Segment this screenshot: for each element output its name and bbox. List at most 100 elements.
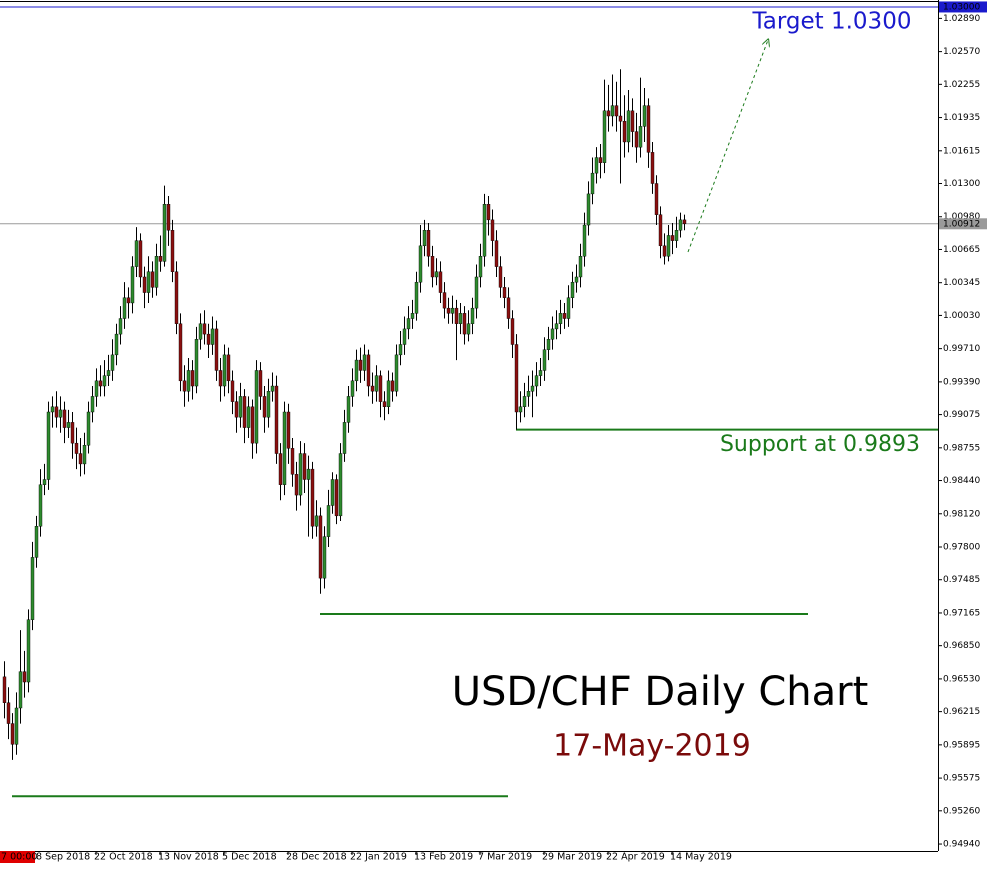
candle-body [230,380,235,402]
candle-body [606,110,611,117]
y-tick-label: 1.02255 [943,80,980,90]
candle-body [650,152,655,184]
candle-body [246,406,251,428]
y-tick-label: 0.96530 [943,674,980,684]
candle-body [310,468,315,527]
candle-body [418,245,423,283]
candle-body [506,297,511,319]
candle-body [438,271,443,293]
candle-body [334,479,339,517]
candle-body [270,385,275,392]
candle-body [678,219,683,231]
y-tick-label: 0.98440 [943,476,980,486]
y-tick-label: 0.99390 [943,377,980,387]
candle-body [30,557,35,620]
candle-body [274,385,279,454]
y-tick-label: 0.95575 [943,774,980,784]
candle-body [150,271,155,288]
chart-subtitle: 17-May-2019 [553,729,751,764]
candle-body [614,105,619,117]
target-annotation: Target 1.0300 [752,9,912,35]
candle-body [670,235,675,241]
candle-body [578,256,583,278]
candle-body [518,406,523,413]
candle-body [294,474,299,496]
candle-body [194,339,199,387]
candle-body [298,453,303,496]
candle-body [446,307,451,314]
candle-body [394,354,399,392]
candle-body [466,323,471,335]
candle-body [174,271,179,324]
y-tick-label: 0.97165 [943,608,980,618]
candle-body [302,453,307,480]
candle-body [114,333,119,356]
candle-body [346,396,351,423]
candle-body [162,204,167,262]
y-tick-label: 0.95260 [943,806,980,816]
y-tick-label: 1.01300 [943,179,980,189]
candle-body [602,110,607,163]
candle-body [590,172,595,195]
candle-body [414,281,419,314]
candle-body [262,396,267,418]
candle-body [522,396,527,408]
candle-body [278,453,283,485]
candle-body [170,230,175,272]
y-tick-label: 1.00345 [943,278,980,288]
candle-body [110,354,115,371]
candle-body [118,318,123,335]
candle-body [126,297,131,304]
candle-body [386,380,391,408]
y-tick-label: 1.02570 [943,47,980,57]
candle-body [6,702,11,724]
candle-body [598,157,603,163]
candle-body [318,515,323,579]
x-tick-label: 29 Mar 2019 [542,852,602,863]
candle-body [234,401,239,418]
y-tick-label: 1.01615 [943,146,980,156]
candle-body [214,328,219,371]
candle-body [54,406,59,418]
candle-body [330,479,335,506]
candle-body [238,396,243,418]
candle-body [634,131,639,148]
candle-body [258,370,263,397]
candle-body [102,375,107,387]
candle-body [630,110,635,132]
price-label: 1.03000 [943,2,980,12]
y-tick-label: 0.99710 [943,344,980,354]
x-tick-label: 22 Apr 2019 [606,852,665,863]
candle-body [222,354,227,387]
y-tick-label: 0.98120 [943,509,980,519]
candle-body [122,297,127,319]
candle-body [374,375,379,392]
y-tick-label: 0.97485 [943,575,980,585]
candle-body [410,313,415,319]
candle-body [14,707,19,745]
candle-body [586,193,591,226]
candle-body [138,240,143,278]
candle-body [82,445,87,465]
candle-body [526,391,531,397]
candle-body [502,287,507,298]
y-tick-label: 1.01935 [943,113,980,123]
candle-body [434,271,439,278]
candle-body [178,323,183,382]
candle-body [462,313,467,335]
candle-body [26,619,31,683]
candle-body [254,370,259,444]
candle-body [430,256,435,278]
candle-body [530,385,535,392]
candle-body [478,256,483,278]
x-tick-label: 18 Sep 2018 [30,852,90,863]
candle-body [482,204,487,257]
candle-body [402,328,407,345]
candle-body [642,105,647,127]
chart-title: USD/CHF Daily Chart [452,669,869,715]
candle-body [242,396,247,428]
candle-body [574,276,579,283]
candle-body [46,411,51,480]
